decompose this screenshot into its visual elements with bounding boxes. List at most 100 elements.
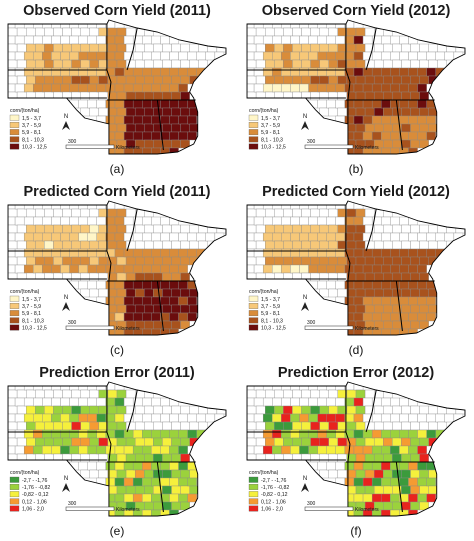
county-cell — [160, 509, 170, 516]
county-cell — [23, 429, 34, 439]
state-boundary — [126, 27, 138, 71]
county-cell — [383, 405, 393, 415]
county-cell — [142, 328, 152, 335]
county-cell — [8, 43, 18, 53]
county-cell — [80, 256, 90, 266]
county-cell — [125, 107, 136, 117]
county-cell — [123, 429, 134, 439]
county-cell — [62, 437, 72, 447]
county-cell — [417, 312, 427, 322]
county-cell — [301, 389, 311, 399]
county-cell — [153, 320, 163, 330]
county-cell — [410, 485, 420, 495]
county-cell — [180, 485, 190, 495]
county-cell — [116, 59, 127, 69]
legend-title: corn/(ton/ha) — [10, 470, 40, 476]
legend-label: -0,82 - 0,12 — [22, 492, 49, 498]
county-cell — [142, 477, 152, 487]
county-cell — [373, 421, 384, 431]
county-cell — [171, 256, 181, 266]
county-cell — [8, 421, 18, 431]
county-cell — [114, 216, 125, 226]
panel-caption: (e) — [110, 524, 125, 538]
legend-swatch — [9, 310, 20, 317]
legend-swatch — [248, 136, 259, 143]
legend-swatch — [9, 484, 20, 490]
county-cell — [80, 75, 90, 85]
county-cell — [178, 312, 188, 322]
county-cell — [160, 296, 170, 306]
county-cell — [328, 27, 339, 37]
county-cell — [69, 232, 79, 242]
county-cell — [14, 264, 25, 274]
county-cell — [153, 75, 163, 85]
county-cell — [253, 413, 264, 423]
panel-title: Observed Corn Yield (2011) — [23, 3, 211, 19]
county-cell — [53, 59, 63, 69]
county-cell — [26, 437, 36, 447]
county-cell — [105, 328, 116, 335]
county-cell — [23, 413, 34, 423]
county-cell — [272, 429, 282, 439]
county-cell — [89, 421, 100, 431]
county-cell — [132, 413, 143, 423]
county-cell — [253, 216, 264, 226]
scale-bar-box — [65, 325, 115, 330]
county-cell — [8, 248, 16, 258]
county-cell — [272, 51, 282, 61]
county-cell — [171, 288, 181, 298]
legend-label: 1,5 - 3,7 — [22, 116, 41, 122]
county-cell — [283, 59, 293, 69]
county-cell — [299, 67, 309, 77]
county-cell — [292, 224, 302, 234]
county-cell — [153, 272, 163, 282]
county-cell — [262, 429, 273, 439]
legend-label: 1,5 - 3,7 — [261, 116, 280, 122]
county-cell — [255, 43, 266, 53]
county-cell — [53, 453, 63, 463]
county-cell — [169, 477, 179, 487]
county-cell — [247, 224, 257, 234]
state-boundary — [365, 208, 377, 252]
county-cell — [399, 413, 409, 423]
county-cell — [364, 453, 375, 463]
county-cell — [247, 413, 255, 423]
county-cell — [98, 469, 109, 479]
county-cell — [60, 248, 70, 258]
county-cell — [272, 264, 282, 274]
county-cell — [317, 216, 327, 226]
county-cell — [33, 445, 43, 455]
county-cell — [410, 288, 420, 298]
county-cell — [87, 232, 97, 242]
county-cell — [346, 59, 357, 69]
county-cell — [14, 232, 25, 242]
county-cell — [417, 477, 427, 487]
legend-label: -1,76 - -0,82 — [22, 485, 50, 491]
county-cell — [105, 147, 116, 154]
county-cell — [178, 131, 188, 141]
panel-title: Predicted Corn Yield (2012) — [262, 184, 450, 200]
county-cell — [16, 75, 27, 85]
county-cell — [444, 51, 455, 61]
county-cell — [125, 59, 136, 69]
county-cell — [14, 216, 25, 226]
county-cell — [142, 51, 152, 61]
county-cell — [23, 445, 34, 455]
county-cell — [373, 405, 384, 415]
state-boundary — [106, 24, 112, 124]
county-cell — [335, 445, 346, 455]
county-cell — [328, 421, 339, 431]
county-cell — [317, 413, 327, 423]
county-cell — [26, 43, 36, 53]
county-cell — [283, 224, 293, 234]
county-cell — [308, 67, 318, 77]
county-cell — [89, 288, 100, 298]
county-cell — [69, 264, 79, 274]
county-cell — [408, 131, 418, 141]
county-cell — [96, 429, 107, 439]
county-cell — [319, 421, 329, 431]
county-cell — [392, 272, 402, 282]
county-cell — [62, 208, 72, 218]
county-cell — [283, 437, 293, 447]
county-cell — [162, 139, 172, 149]
